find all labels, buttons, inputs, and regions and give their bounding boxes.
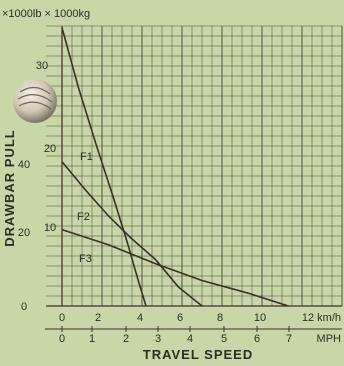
x-tick-kmh-6: 6 <box>177 312 183 324</box>
x-tick-mph-3: 3 <box>155 333 161 345</box>
x-tick-mph-5: 5 <box>221 333 227 345</box>
y-tick-lb-0: 0 <box>21 301 27 313</box>
decorative-ball-icon <box>13 79 57 123</box>
y-tick-lb-40: 40 <box>18 159 30 171</box>
series-label-f1: F1 <box>80 151 93 163</box>
y-units-label: ×1000lb × 1000kg <box>2 8 90 20</box>
series-line-f1 <box>61 27 147 307</box>
x-tick-mph-6: 6 <box>254 333 260 345</box>
series-lines <box>61 27 289 307</box>
series-label-f3: F3 <box>79 253 92 265</box>
mph-tick-marks <box>61 326 290 332</box>
x-axis-title: TRAVEL SPEED <box>143 347 253 362</box>
x-tick-mph-0: 0 <box>59 333 65 345</box>
y-tick-lb-20: 20 <box>18 227 30 239</box>
x-tick-kmh-8: 8 <box>217 312 223 324</box>
x-tick-kmh-0: 0 <box>59 312 65 324</box>
x-tick-mph-1: 1 <box>89 333 95 345</box>
x-tick-kmh-2: 2 <box>95 312 101 324</box>
x-unit-kmh: 12 km/h <box>302 312 341 324</box>
grid <box>46 25 343 307</box>
y-tick-kg-10: 10 <box>44 222 56 234</box>
x-tick-mph-4: 4 <box>187 333 193 345</box>
y-axis-title: DRAWBAR PULL <box>2 129 17 246</box>
y-tick-kg-20: 20 <box>44 143 56 155</box>
x-tick-kmh-4: 4 <box>137 312 143 324</box>
x-unit-mph: MPH <box>317 333 342 345</box>
x-tick-mph-2: 2 <box>123 333 129 345</box>
x-tick-mph-7: 7 <box>286 333 292 345</box>
series-label-f2: F2 <box>77 211 90 223</box>
series-line-f3 <box>61 228 289 307</box>
x-axis-mph: 0 1 2 3 4 5 6 7 MPH <box>59 333 341 345</box>
series-line-f2 <box>61 161 203 307</box>
y-tick-kg-30: 30 <box>36 60 48 72</box>
x-axis-kmh: 0 2 4 6 8 10 12 km/h <box>59 312 341 324</box>
x-tick-kmh-10: 10 <box>254 312 266 324</box>
